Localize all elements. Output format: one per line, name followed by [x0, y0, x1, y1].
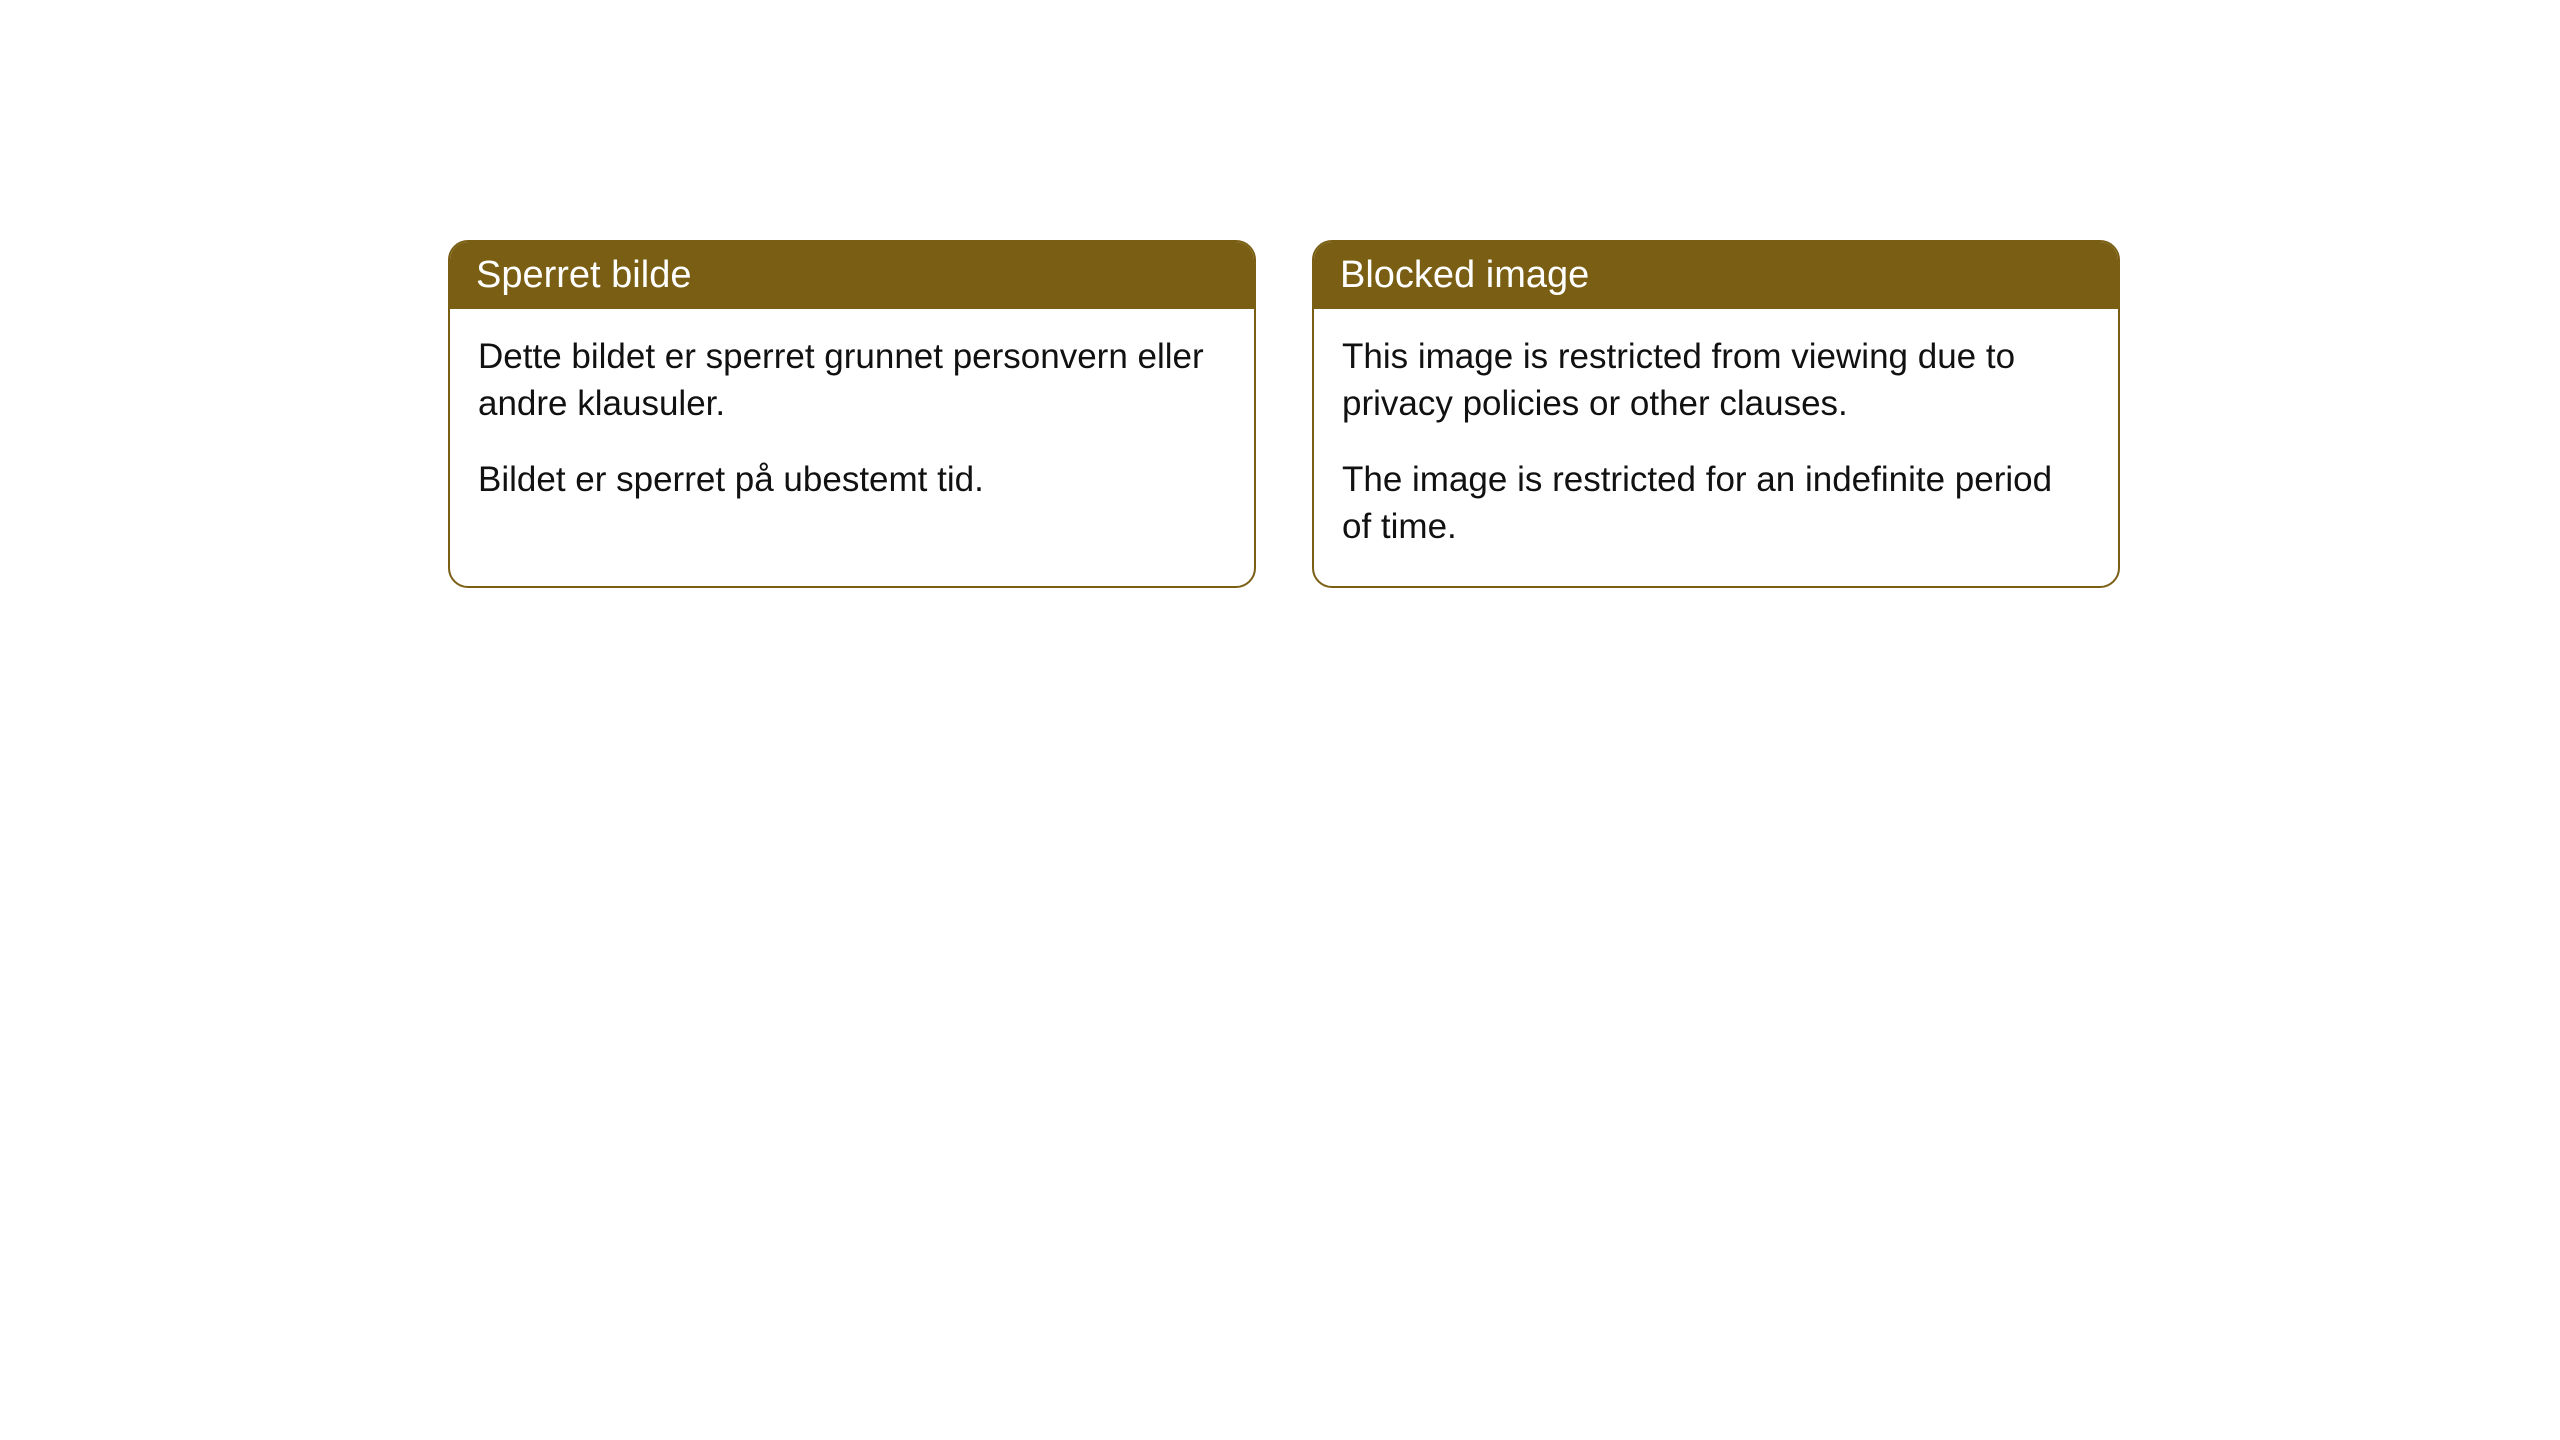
card-title: Blocked image [1314, 242, 2118, 309]
blocked-image-card-norwegian: Sperret bilde Dette bildet er sperret gr… [448, 240, 1256, 588]
blocked-image-card-english: Blocked image This image is restricted f… [1312, 240, 2120, 588]
card-body: This image is restricted from viewing du… [1314, 309, 2118, 586]
card-title: Sperret bilde [450, 242, 1254, 309]
card-paragraph: Bildet er sperret på ubestemt tid. [478, 456, 1226, 503]
card-paragraph: This image is restricted from viewing du… [1342, 333, 2090, 428]
card-paragraph: Dette bildet er sperret grunnet personve… [478, 333, 1226, 428]
card-body: Dette bildet er sperret grunnet personve… [450, 309, 1254, 539]
card-paragraph: The image is restricted for an indefinit… [1342, 456, 2090, 551]
cards-container: Sperret bilde Dette bildet er sperret gr… [0, 0, 2560, 588]
